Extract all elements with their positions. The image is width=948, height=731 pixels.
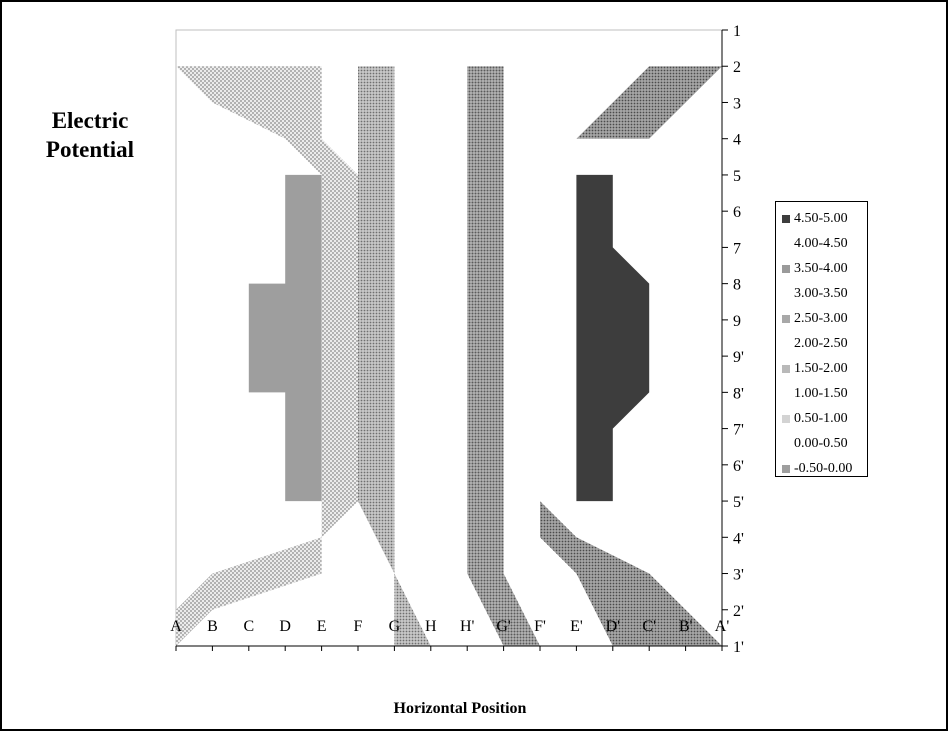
x-tick-label: F'	[534, 618, 546, 635]
legend-item: 0.00-0.50	[776, 431, 867, 456]
legend-item: 1.00-1.50	[776, 381, 867, 406]
legend-item: 2.50-3.00	[776, 306, 867, 331]
legend-label: 4.50-5.00	[794, 210, 848, 226]
legend-swatch	[782, 214, 790, 223]
legend-swatch	[782, 364, 790, 373]
contour-region-3	[358, 66, 431, 646]
x-tick-label: H'	[460, 618, 475, 635]
y-tick-label: 7	[733, 240, 741, 257]
y-tick-label: 5	[733, 168, 741, 185]
x-tick-label: G'	[496, 618, 511, 635]
x-tick-label: G	[389, 618, 401, 635]
contour-region-2	[176, 66, 358, 646]
legend-swatch	[782, 339, 790, 348]
y-tick-label: 4'	[733, 530, 744, 547]
legend-label: 0.50-1.00	[794, 410, 848, 426]
legend-item: 3.00-3.50	[776, 281, 867, 306]
legend-swatch	[782, 264, 790, 273]
x-tick-label: F	[354, 618, 363, 635]
legend-label: 2.50-3.00	[794, 310, 848, 326]
legend-item: 4.50-5.00	[776, 206, 867, 231]
legend-label: 0.00-0.50	[794, 435, 848, 451]
y-tick-label: 6'	[733, 458, 744, 475]
legend-item: 3.50-4.00	[776, 256, 867, 281]
contour-region-0	[248, 174, 322, 502]
legend-swatch	[782, 314, 790, 323]
x-tick-label: E'	[570, 618, 583, 635]
x-tick-label: D'	[606, 618, 621, 635]
legend-item: 4.00-4.50	[776, 231, 867, 256]
legend-item: 1.50-2.00	[776, 356, 867, 381]
legend-item: 0.50-1.00	[776, 406, 867, 431]
contour-region-1	[576, 174, 650, 502]
legend-swatch	[782, 464, 790, 473]
y-tick-label: 2	[733, 59, 741, 76]
x-tick-label: E	[317, 618, 327, 635]
x-tick-label: D	[279, 618, 291, 635]
y-tick-label: 5'	[733, 494, 744, 511]
y-tick-label: 6	[733, 204, 741, 221]
chart-title: Electric Potential	[30, 106, 150, 164]
y-tick-label: 9	[733, 313, 741, 330]
y-tick-label: 9'	[733, 349, 744, 366]
legend-swatch	[782, 289, 790, 298]
y-tick-label: 1'	[733, 639, 744, 656]
legend-label: 2.00-2.50	[794, 335, 848, 351]
y-tick-label: 3	[733, 95, 741, 112]
legend-swatch	[782, 414, 790, 423]
x-tick-label: H	[425, 618, 437, 635]
x-tick-label: C	[243, 618, 254, 635]
legend-item: -0.50-0.00	[776, 456, 867, 481]
chart-title-line-1: Electric	[51, 108, 129, 133]
x-axis-label: Horizontal Position	[393, 700, 527, 717]
x-tick-label: B	[207, 618, 218, 635]
y-tick-label: 4	[733, 132, 741, 149]
y-tick-label: 3'	[733, 567, 744, 584]
y-tick-label: 2'	[733, 603, 744, 620]
legend-label: 3.50-4.00	[794, 260, 848, 276]
x-tick-label: B'	[679, 618, 693, 635]
legend-label: 4.00-4.50	[794, 235, 848, 251]
legend-item: 2.00-2.50	[776, 331, 867, 356]
contour-region-4	[467, 66, 540, 646]
legend: 4.50-5.00 4.00-4.50 3.50-4.00 3.00-3.50 2.50…	[775, 201, 868, 477]
x-tick-label: C'	[642, 618, 656, 635]
legend-swatch	[782, 439, 790, 448]
y-tick-label: 1	[733, 23, 741, 40]
y-tick-label: 7'	[733, 422, 744, 439]
chart-title-line-2: Potential	[45, 137, 135, 162]
legend-label: 3.00-3.50	[794, 285, 848, 301]
x-tick-label: A	[170, 618, 182, 635]
y-tick-label: 8	[733, 277, 741, 294]
legend-swatch	[782, 239, 790, 248]
legend-swatch	[782, 389, 790, 398]
legend-label: -0.50-0.00	[794, 460, 853, 476]
y-tick-label: 8'	[733, 385, 744, 402]
legend-label: 1.00-1.50	[794, 385, 848, 401]
legend-label: 1.50-2.00	[794, 360, 848, 376]
